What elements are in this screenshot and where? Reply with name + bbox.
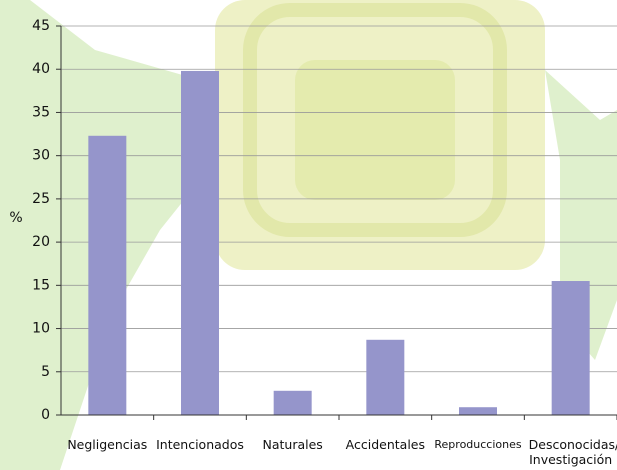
y-tick-label: 45: [32, 18, 50, 34]
y-tick-label: 25: [32, 191, 50, 207]
bar: [459, 407, 497, 415]
bar: [551, 281, 590, 415]
y-tick-label: 40: [32, 61, 50, 77]
y-tick-label: 0: [41, 407, 50, 423]
bar: [273, 390, 312, 415]
x-tick-label: Accidentales: [345, 437, 425, 452]
y-tick-label: 35: [32, 104, 50, 120]
x-tick-label: Reproducciones: [434, 438, 522, 451]
y-axis-label: %: [9, 210, 22, 226]
x-tick-label: Intencionados: [156, 437, 244, 452]
bar: [366, 339, 405, 415]
x-tick-label: Desconocidas/ Investigación: [528, 437, 617, 467]
y-tick-label: 20: [32, 234, 50, 250]
bar: [88, 135, 127, 416]
x-tick-label: Negligencias: [67, 437, 148, 452]
y-tick-label: 30: [32, 148, 50, 164]
y-tick-label: 10: [32, 321, 50, 337]
y-tick-label: 5: [41, 364, 50, 380]
y-tick-label: 15: [32, 277, 50, 293]
bar: [181, 70, 219, 415]
x-tick-label: Naturales: [262, 437, 323, 452]
